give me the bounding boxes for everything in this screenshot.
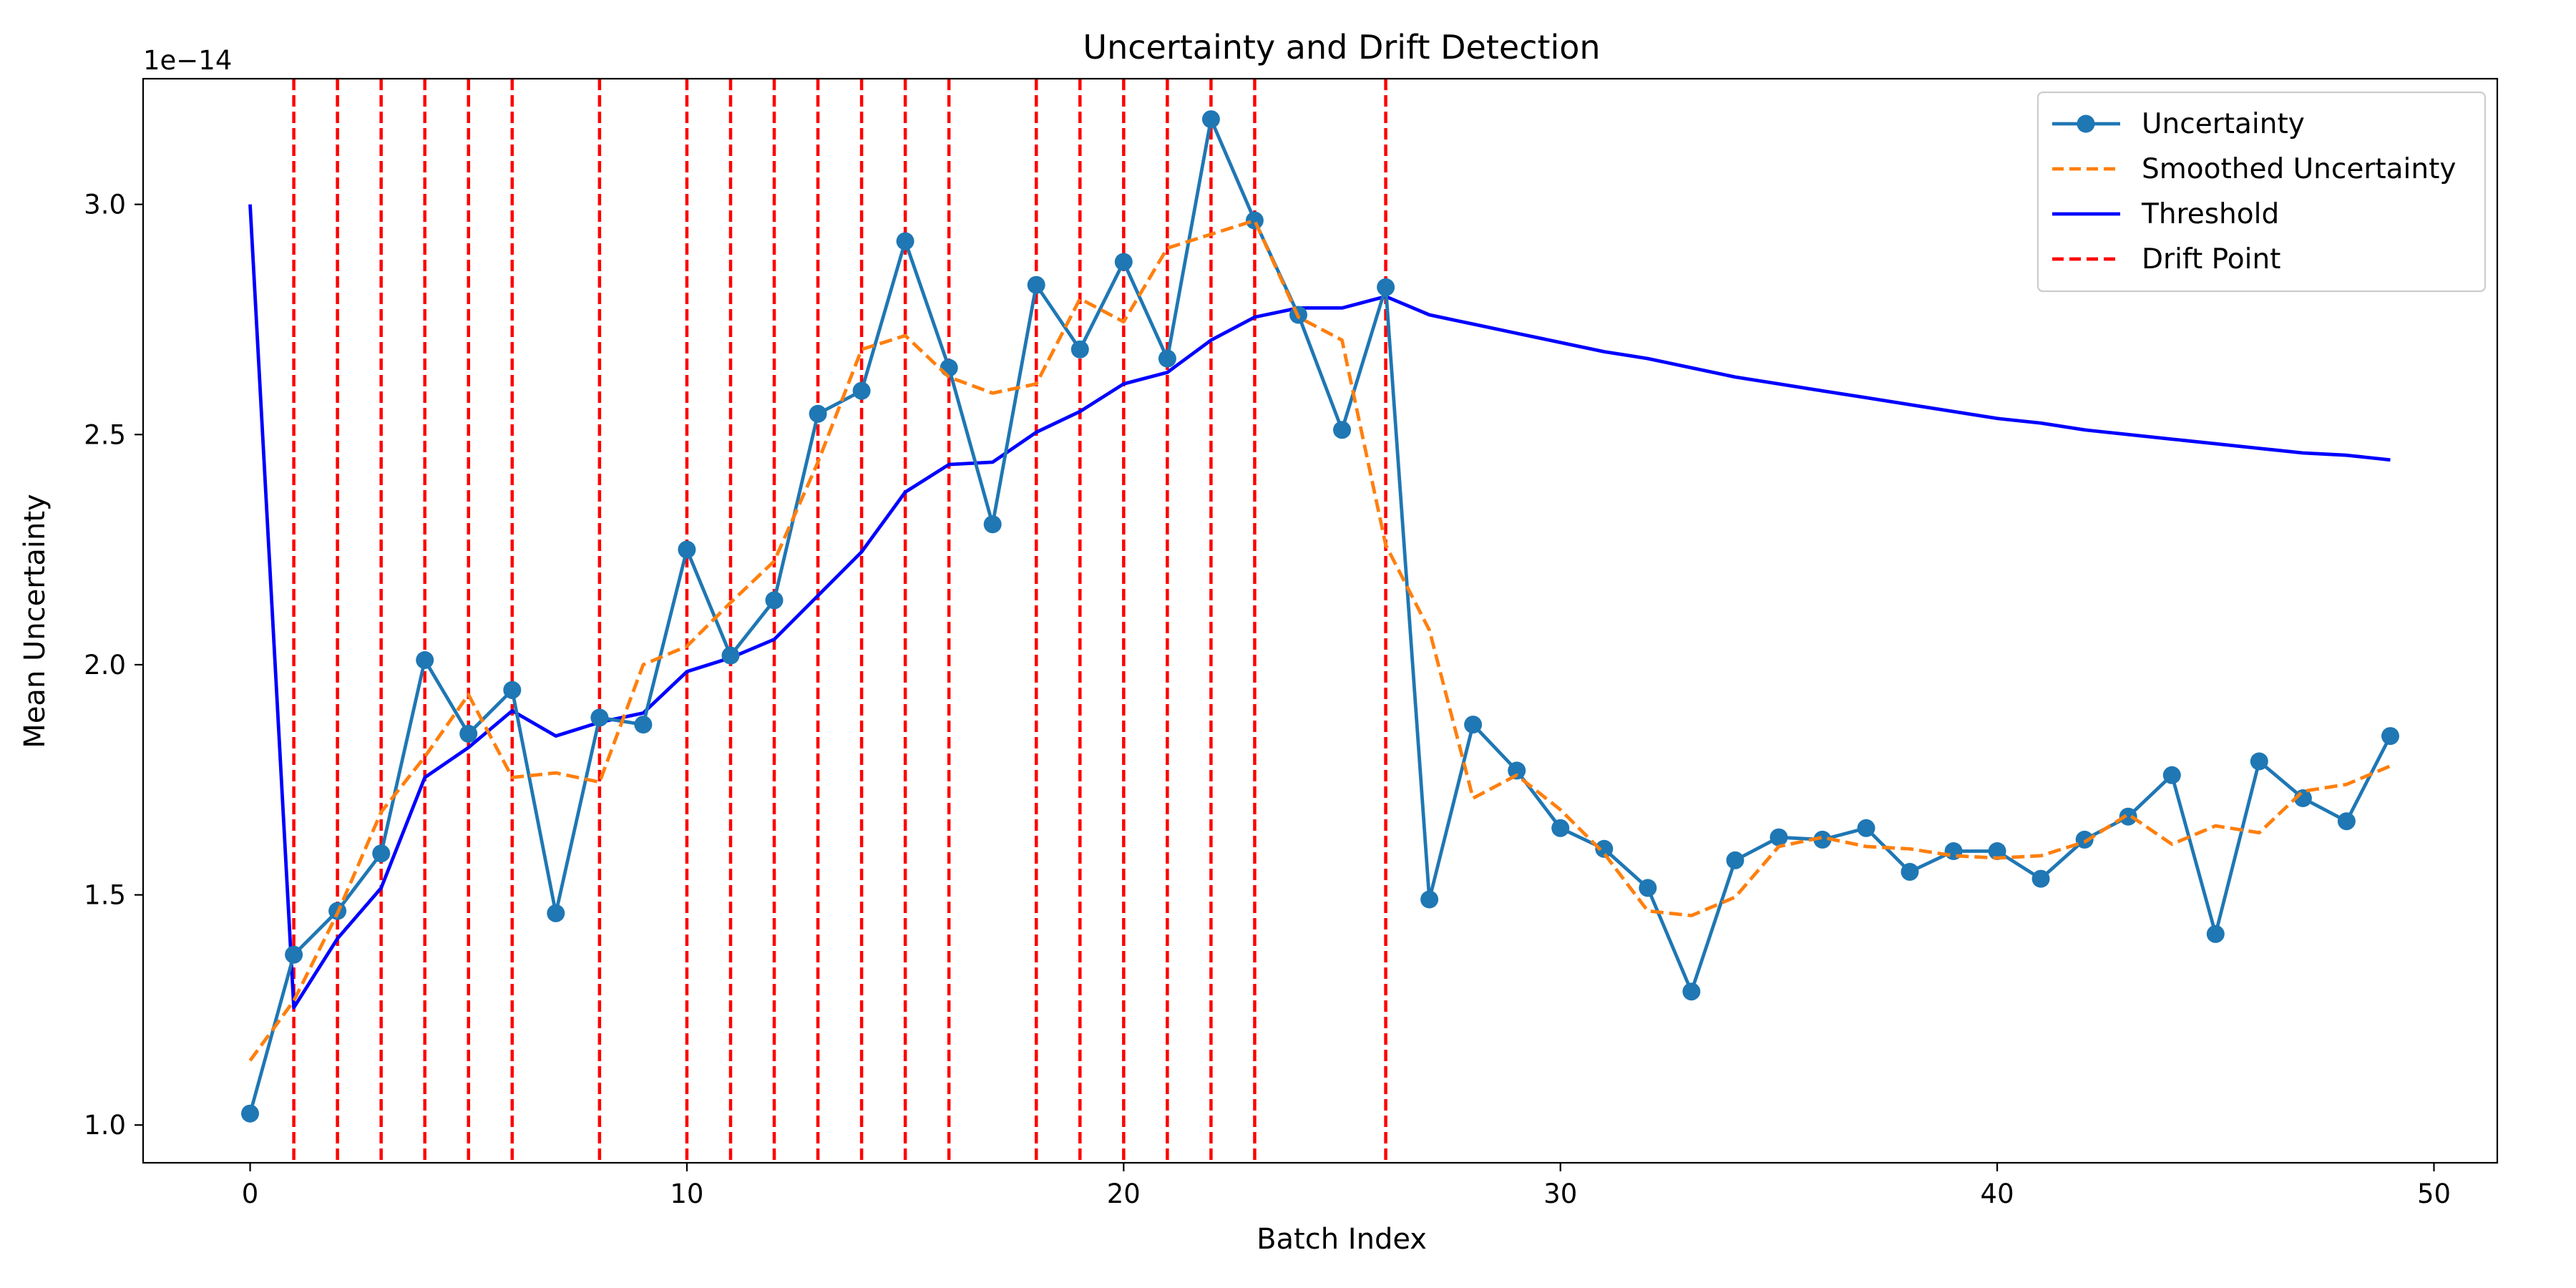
uncertainty-point xyxy=(1333,421,1351,439)
y-axis-label: Mean Uncertainty xyxy=(19,494,52,748)
x-tick-label: 10 xyxy=(670,1179,703,1209)
uncertainty-point xyxy=(1595,839,1614,858)
uncertainty-point xyxy=(940,358,958,377)
plot-area xyxy=(241,79,2399,1163)
uncertainty-point xyxy=(634,716,653,734)
uncertainty-point xyxy=(1114,253,1133,271)
uncertainty-point xyxy=(1377,278,1395,296)
legend-label-uncertainty: Uncertainty xyxy=(2142,108,2305,140)
uncertainty-point xyxy=(1158,349,1176,368)
legend: Uncertainty Smoothed Uncertainty Threshold… xyxy=(2036,91,2487,293)
uncertainty-point xyxy=(2381,727,2399,746)
uncertainty-point xyxy=(1508,761,1526,780)
uncertainty-point xyxy=(896,232,914,250)
chart-title: Uncertainty and Drift Detection xyxy=(1083,28,1600,67)
legend-label-threshold: Threshold xyxy=(2141,198,2279,230)
x-tick-label: 40 xyxy=(1981,1179,2014,1209)
uncertainty-point xyxy=(2337,812,2356,831)
uncertainty-point xyxy=(2031,869,2050,888)
smoothed-uncertainty-series-line xyxy=(248,218,2391,1062)
uncertainty-point xyxy=(2119,807,2137,826)
uncertainty-point xyxy=(852,381,871,400)
plot-frame xyxy=(142,77,2499,1164)
legend-box xyxy=(2036,91,2487,293)
y-tick-label: 1.0 xyxy=(84,1110,126,1141)
legend-label-drift-point: Drift Point xyxy=(2142,243,2280,275)
y-tick-label: 3.0 xyxy=(84,190,126,220)
legend-label-smoothed-uncertainty: Smoothed Uncertainty xyxy=(2142,153,2456,185)
uncertainty-point xyxy=(678,540,696,559)
uncertainty-point xyxy=(1639,879,1657,897)
uncertainty-point xyxy=(1682,982,1701,1001)
x-tick-label: 20 xyxy=(1107,1179,1141,1209)
x-axis-label: Batch Index xyxy=(1257,1223,1427,1256)
x-tick-label: 0 xyxy=(242,1179,259,1209)
uncertainty-point xyxy=(1245,211,1264,230)
x-tick-label: 50 xyxy=(2417,1179,2451,1209)
uncertainty-point xyxy=(721,646,740,665)
uncertainty-point xyxy=(809,404,827,423)
uncertainty-point xyxy=(590,708,609,727)
y-axis-exponent-label: 1e−14 xyxy=(143,45,232,76)
uncertainty-point xyxy=(1420,890,1439,909)
y-axis: 1.0 1.5 2.0 2.5 3.0 xyxy=(84,190,143,1141)
uncertainty-point xyxy=(1857,819,1875,837)
uncertainty-point xyxy=(983,515,1002,534)
uncertainty-point xyxy=(1070,340,1089,358)
uncertainty-point xyxy=(1464,716,1483,734)
uncertainty-point xyxy=(1813,830,1832,849)
uncertainty-point xyxy=(1201,110,1220,129)
uncertainty-point xyxy=(2162,766,2181,784)
uncertainty-point xyxy=(1901,862,1919,881)
uncertainty-point xyxy=(1551,819,1570,837)
uncertainty-point xyxy=(2206,924,2225,943)
y-tick-label: 2.0 xyxy=(84,650,126,680)
uncertainty-point xyxy=(503,680,522,699)
x-axis: 0 10 20 30 40 50 xyxy=(242,1163,2451,1209)
uncertainty-point xyxy=(1027,275,1045,294)
uncertainty-point xyxy=(2250,752,2268,771)
uncertainty-point xyxy=(241,1104,259,1123)
y-tick-label: 2.5 xyxy=(84,419,126,450)
uncertainty-point xyxy=(416,651,434,669)
uncertainty-point xyxy=(372,844,391,863)
uncertainty-point xyxy=(765,591,784,610)
uncertainty-point xyxy=(459,724,478,743)
uncertainty-point xyxy=(285,945,303,964)
uncertainty-point xyxy=(2075,830,2094,849)
y-tick-label: 1.5 xyxy=(84,880,126,911)
uncertainty-point xyxy=(1988,842,2006,860)
uncertainty-point xyxy=(1726,851,1745,869)
uncertainty-point xyxy=(1770,828,1788,847)
uncertainty-point xyxy=(547,904,565,922)
legend-marker-uncertainty xyxy=(2077,114,2095,133)
x-tick-label: 30 xyxy=(1543,1179,1577,1209)
